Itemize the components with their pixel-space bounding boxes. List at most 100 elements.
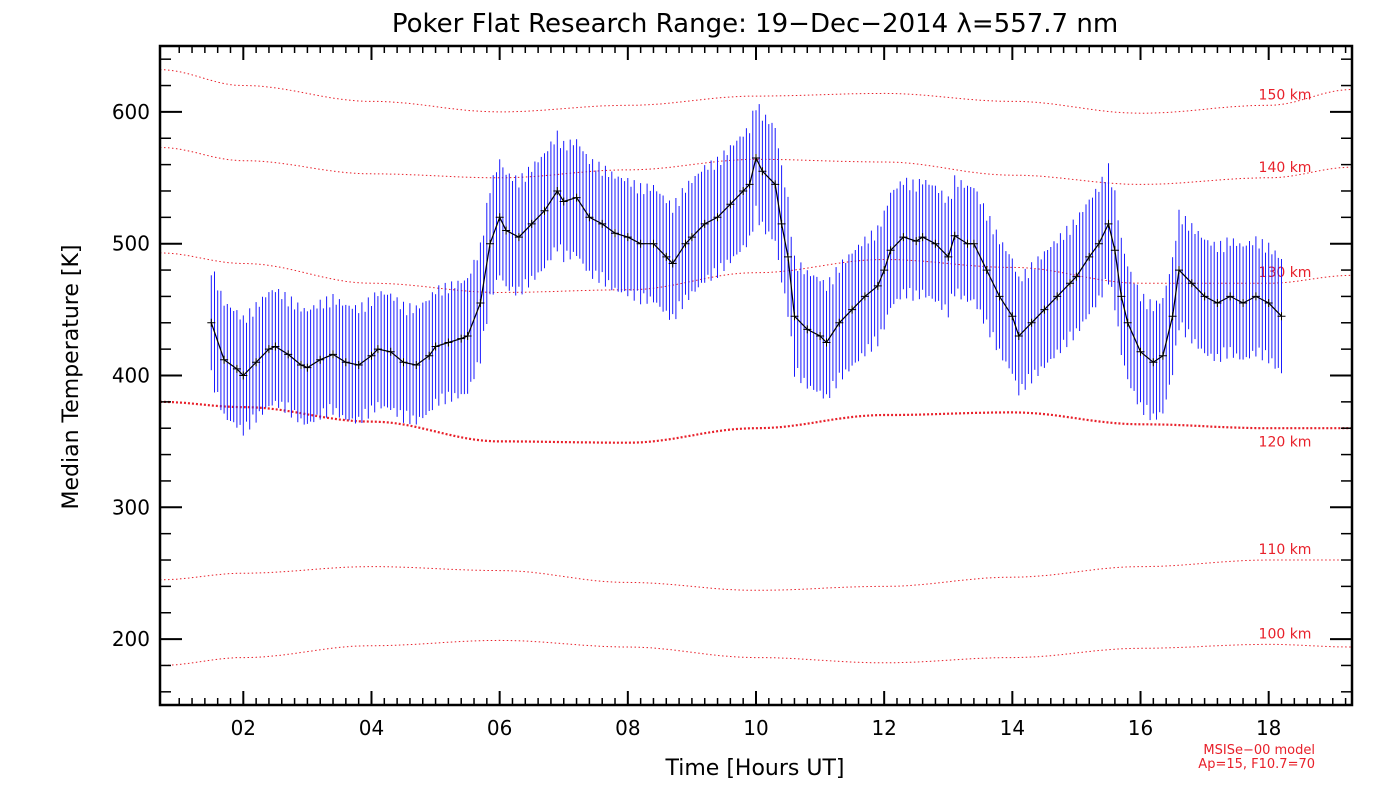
data-point	[502, 226, 511, 235]
data-point	[239, 371, 248, 380]
model-annotation-2: Ap=15, F10.7=70	[1198, 757, 1315, 772]
data-point	[207, 318, 216, 327]
data-point	[969, 239, 978, 248]
data-series	[207, 154, 1286, 380]
data-point	[1277, 312, 1286, 321]
data-point	[1053, 292, 1062, 301]
data-point	[540, 206, 549, 215]
data-point	[220, 355, 229, 364]
data-point	[1117, 292, 1126, 301]
data-point	[860, 292, 869, 301]
data-point	[931, 239, 940, 248]
data-point	[1168, 312, 1177, 321]
data-point	[386, 347, 395, 356]
model-line-100km	[159, 639, 1352, 666]
data-point	[1251, 292, 1260, 301]
data-point	[329, 350, 337, 359]
chart-title: Poker Flat Research Range: 19−Dec−2014 λ…	[392, 9, 1118, 39]
data-point	[611, 229, 619, 238]
x-tick-label: 06	[487, 716, 512, 740]
data-point	[681, 239, 690, 248]
data-point	[399, 358, 408, 367]
data-point	[1158, 351, 1167, 360]
y-tick-label: 300	[112, 495, 150, 519]
y-axis-label: Median Temperature [K]	[59, 245, 84, 510]
data-point	[918, 233, 927, 242]
data-point	[912, 237, 921, 246]
data-point	[784, 252, 792, 261]
data-point	[636, 239, 645, 248]
y-tick-label: 600	[112, 100, 150, 124]
data-point	[463, 332, 472, 340]
model-line-130km	[159, 252, 1353, 294]
data-point	[373, 345, 382, 354]
data-point	[486, 239, 494, 248]
data-point	[886, 246, 895, 255]
data-point	[662, 252, 671, 261]
data-point	[1239, 299, 1248, 307]
data-point	[803, 325, 812, 334]
data-point	[726, 200, 735, 209]
data-point	[585, 213, 594, 222]
data-point	[995, 292, 1004, 301]
axes: 02 04 06 08 10 12 14 16 18 200 300 400 500 600	[112, 46, 1352, 740]
data-point	[1149, 358, 1158, 367]
model-label-140km: 140 km	[1259, 160, 1312, 176]
data-point	[944, 252, 953, 261]
data-point	[822, 338, 831, 347]
data-point	[341, 358, 350, 367]
data-point	[848, 305, 857, 314]
model-label-120km: 120 km	[1259, 435, 1312, 451]
data-point	[700, 219, 709, 228]
data-point	[572, 193, 581, 202]
data-point	[873, 281, 882, 290]
data-point	[649, 239, 658, 248]
data-point	[1072, 272, 1081, 281]
x-tick-label: 10	[743, 716, 768, 740]
data-point	[752, 154, 760, 162]
model-line-150km	[159, 69, 1353, 114]
data-point	[1187, 279, 1196, 288]
model-label-110km: 110 km	[1259, 542, 1312, 558]
data-point	[1040, 305, 1049, 314]
data-point	[1008, 312, 1017, 321]
x-tick-label: 04	[359, 716, 384, 740]
data-point	[1175, 266, 1183, 275]
data-point	[1136, 347, 1145, 356]
data-point	[1027, 318, 1036, 327]
x-tick-label: 14	[1000, 716, 1025, 740]
data-point	[457, 334, 466, 343]
data-point	[598, 219, 607, 228]
data-point	[264, 345, 273, 354]
data-point	[354, 361, 363, 369]
x-tick-label: 12	[871, 716, 896, 740]
data-point	[476, 299, 485, 307]
data-point	[284, 350, 293, 359]
y-tick-label: 200	[112, 627, 150, 651]
model-label-130km: 130 km	[1259, 265, 1312, 281]
data-point	[553, 187, 562, 195]
error-bars	[210, 104, 1282, 436]
data-point	[790, 312, 799, 321]
data-point	[758, 167, 767, 176]
model-label-100km: 100 km	[1259, 626, 1312, 642]
data-point	[1200, 292, 1209, 301]
model-line-110km	[159, 559, 1352, 591]
data-point	[771, 180, 780, 189]
data-point	[559, 197, 568, 206]
data-point	[1264, 299, 1273, 307]
data-point	[527, 219, 536, 228]
data-point	[880, 266, 889, 275]
data-point	[252, 358, 261, 367]
data-point	[739, 187, 748, 195]
data-point	[1226, 292, 1235, 301]
data-line	[210, 156, 1282, 377]
data-point	[303, 363, 312, 372]
x-tick-label: 08	[615, 716, 640, 740]
data-point	[495, 213, 504, 222]
data-point	[687, 233, 696, 242]
data-point	[713, 213, 722, 222]
data-point	[1123, 318, 1132, 327]
data-point	[1213, 299, 1222, 307]
data-point	[1110, 246, 1119, 255]
